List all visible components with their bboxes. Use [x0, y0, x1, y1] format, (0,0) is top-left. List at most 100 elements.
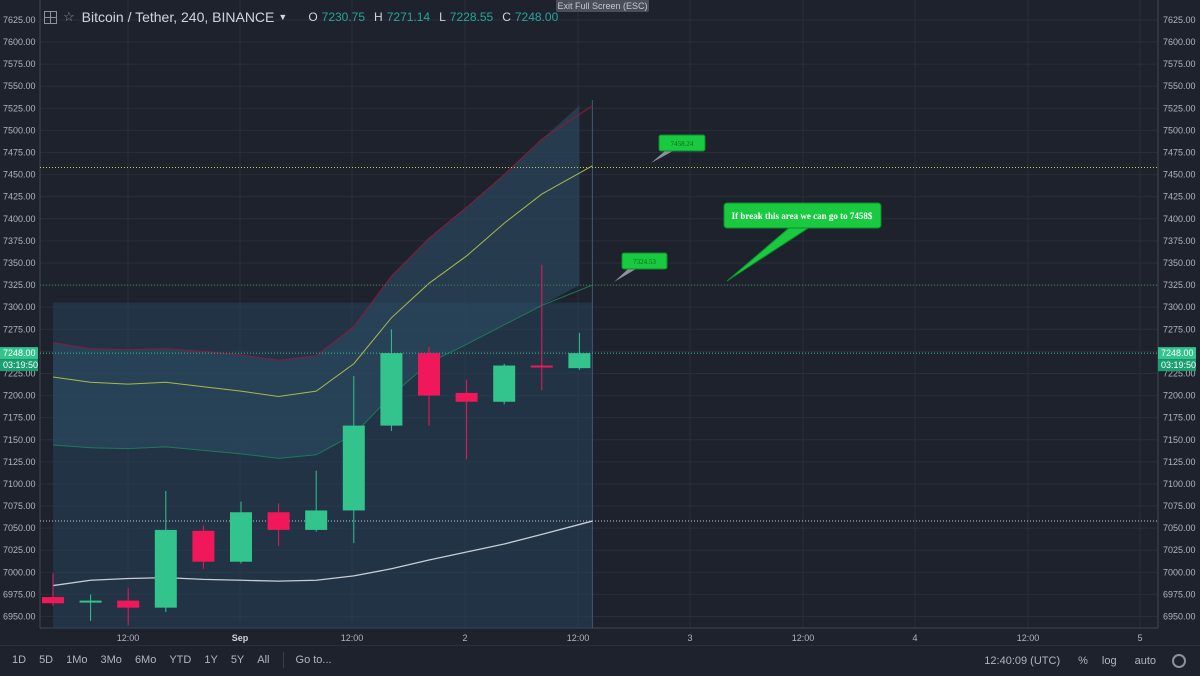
price-tag-right: 7248.00 — [1161, 348, 1194, 358]
chart-legend: ☆ Bitcoin / Tether, 240, BINANCE ▼ O 723… — [44, 7, 558, 27]
favorite-star-icon[interactable]: ☆ — [63, 9, 75, 24]
x-axis-label: 5 — [1137, 633, 1142, 643]
range-button-6mo[interactable]: 6Mo — [134, 654, 157, 666]
y-axis-label-left: 7350.00 — [3, 258, 36, 268]
y-axis-label-left: 7400.00 — [3, 214, 36, 224]
candle-body[interactable] — [305, 510, 328, 530]
candle-body[interactable] — [380, 353, 403, 426]
range-button-5y[interactable]: 5Y — [230, 654, 245, 666]
y-axis-label-left: 7125.00 — [3, 457, 36, 467]
y-axis-label-right: 7400.00 — [1163, 214, 1196, 224]
bollinger-lower-line — [52, 284, 593, 459]
x-axis-label: Sep — [232, 633, 249, 643]
candle-body[interactable] — [267, 512, 290, 530]
x-axis-label: 12:00 — [792, 633, 815, 643]
candle-body[interactable] — [493, 365, 516, 402]
y-axis-label-right: 7200.00 — [1163, 391, 1196, 401]
range-button-1mo[interactable]: 1Mo — [66, 654, 88, 666]
symbol-title[interactable]: Bitcoin / Tether, 240, BINANCE — [81, 9, 275, 25]
open-label: O — [308, 10, 318, 24]
callout-mid-pointer — [614, 269, 636, 282]
callout-top-text: 7458.24 — [671, 140, 694, 148]
close-value: 7248.00 — [514, 10, 559, 24]
range-button-1y[interactable]: 1Y — [204, 654, 218, 666]
y-axis-label-right: 7375.00 — [1163, 236, 1196, 246]
high-value: 7271.14 — [386, 10, 431, 24]
x-axis-label: 12:00 — [117, 633, 140, 643]
y-axis-label-left: 7600.00 — [3, 37, 36, 47]
toolbar-divider — [282, 652, 284, 668]
range-button-all[interactable]: All — [257, 654, 270, 666]
y-axis-label-right: 7300.00 — [1163, 302, 1196, 312]
y-axis-label-left: 7000.00 — [3, 567, 36, 577]
y-axis-label-left: 6950.00 — [3, 612, 36, 622]
y-axis-label-right: 6950.00 — [1163, 612, 1196, 622]
y-axis-label-right: 7075.00 — [1163, 501, 1196, 511]
range-button-ytd[interactable]: YTD — [169, 654, 192, 666]
x-axis-label: 2 — [462, 633, 467, 643]
y-axis-label-left: 7575.00 — [3, 59, 36, 69]
auto-toggle[interactable]: auto — [1134, 655, 1156, 667]
y-axis-label-right: 7350.00 — [1163, 258, 1196, 268]
y-axis-label-left: 7475.00 — [3, 148, 36, 158]
y-axis-label-left: 7200.00 — [3, 391, 36, 401]
callout-top-box[interactable] — [658, 134, 706, 152]
candle-body[interactable] — [418, 353, 440, 396]
bollinger-upper-line — [52, 105, 593, 361]
y-axis-label-left: 7150.00 — [3, 435, 36, 445]
y-axis-label-left: 7375.00 — [3, 236, 36, 246]
candle-body[interactable] — [154, 529, 177, 608]
x-axis-label: 4 — [912, 633, 917, 643]
y-axis-label-right: 7175.00 — [1163, 413, 1196, 423]
y-axis-label-left: 7325.00 — [3, 280, 36, 290]
x-axis-label: 12:00 — [1017, 633, 1040, 643]
y-axis-label-right: 7500.00 — [1163, 125, 1196, 135]
toolbar-right: 12:40:09 (UTC) % log auto — [984, 654, 1186, 668]
y-axis-label-right: 7525.00 — [1163, 103, 1196, 113]
y-axis-label-left: 7175.00 — [3, 413, 36, 423]
candle-body[interactable] — [192, 530, 215, 562]
bollinger-band-fill — [53, 105, 580, 459]
candle-body[interactable] — [530, 365, 553, 368]
price-tag-left: 7248.00 — [3, 348, 36, 358]
x-axis-label: 12:00 — [567, 633, 590, 643]
callout-mid-text: 7324.53 — [633, 258, 656, 266]
y-axis-label-right: 7325.00 — [1163, 280, 1196, 290]
goto-button[interactable]: Go to... — [295, 654, 332, 666]
range-button-1d[interactable]: 1D — [12, 654, 27, 666]
y-axis-label-left: 7275.00 — [3, 324, 36, 334]
y-axis-label-left: 7525.00 — [3, 103, 36, 113]
candle-body[interactable] — [79, 600, 102, 603]
callout-mid-box[interactable] — [621, 252, 668, 270]
chevron-down-icon[interactable]: ▼ — [278, 12, 288, 22]
utc-time[interactable]: 12:40:09 (UTC) — [984, 655, 1061, 667]
exit-fullscreen-button[interactable]: Exit Full Screen (ESC) — [556, 0, 649, 12]
candle-body[interactable] — [568, 353, 591, 369]
range-buttons: 1D 5D 1Mo 3Mo 6Mo YTD 1Y 5Y All Go to... — [12, 652, 345, 668]
y-axis-label-right: 7225.00 — [1163, 368, 1196, 378]
y-axis-label-right: 7550.00 — [1163, 81, 1196, 91]
range-button-3mo[interactable]: 3Mo — [100, 654, 122, 666]
y-axis-label-right: 6975.00 — [1163, 589, 1196, 599]
candle-body[interactable] — [230, 512, 252, 562]
candle-body[interactable] — [42, 597, 64, 604]
y-axis-label-right: 7050.00 — [1163, 523, 1196, 533]
y-axis-label-right: 7025.00 — [1163, 545, 1196, 555]
y-axis-label-right: 7150.00 — [1163, 435, 1196, 445]
range-button-5d[interactable]: 5D — [39, 654, 54, 666]
price-tag-right-bg — [1158, 347, 1196, 360]
low-value: 7228.55 — [449, 10, 494, 24]
candle-body[interactable] — [117, 600, 140, 608]
percent-toggle[interactable]: % — [1078, 655, 1088, 667]
log-toggle[interactable]: log — [1101, 655, 1117, 667]
note-text: If break this area we can go to 7458$ — [732, 211, 873, 221]
open-value: 7230.75 — [321, 10, 366, 24]
note-box[interactable] — [723, 202, 882, 229]
candle-body[interactable] — [342, 425, 365, 511]
gear-icon[interactable] — [1172, 654, 1186, 668]
y-axis-label-left: 6975.00 — [3, 589, 36, 599]
y-axis-label-left: 7050.00 — [3, 523, 36, 533]
expand-icon[interactable] — [44, 10, 57, 24]
candle-body[interactable] — [455, 392, 478, 402]
